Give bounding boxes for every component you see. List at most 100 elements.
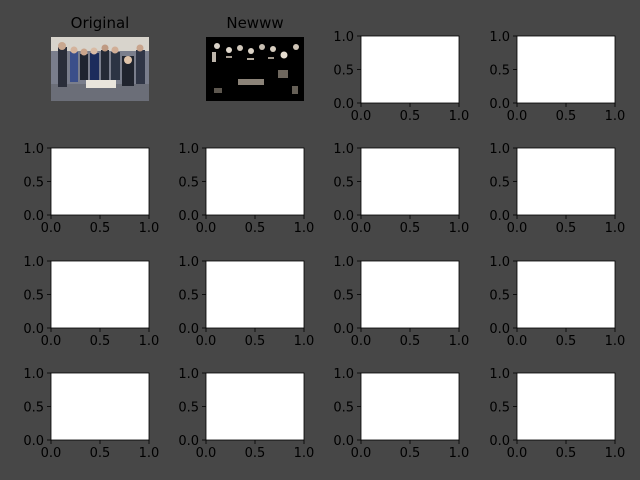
axes-frame — [50, 147, 150, 216]
x-tick-label: 1.0 — [139, 334, 160, 349]
x-tick-label: 0.5 — [400, 446, 421, 461]
y-tick-label: 0.5 — [178, 401, 199, 416]
axes-frame — [360, 372, 460, 441]
x-tick-label: 1.0 — [605, 221, 626, 236]
axes-panel-9: 0.0 0.5 1.0 0.0 0.5 1.0 — [23, 255, 159, 349]
y-tick-label: 0.5 — [333, 176, 354, 191]
y-tick-label: 0.0 — [178, 209, 199, 224]
y-tick-label: 0.5 — [489, 64, 510, 79]
y-tick-label: 0.5 — [489, 176, 510, 191]
x-tick-label: 0.0 — [41, 221, 62, 236]
axes-frame — [50, 260, 150, 329]
y-tick-label: 0.5 — [23, 401, 44, 416]
axes-frame — [205, 260, 305, 329]
x-tick-label: 1.0 — [139, 221, 160, 236]
axes-panel-6: 0.0 0.5 1.0 0.0 0.5 1.0 — [178, 142, 314, 236]
x-tick-label: 0.0 — [351, 334, 372, 349]
y-tick-label: 0.5 — [333, 289, 354, 304]
x-tick-label: 0.5 — [245, 446, 266, 461]
y-tick-label: 1.0 — [178, 367, 199, 382]
y-tick-label: 1.0 — [23, 367, 44, 382]
axes-panel-5: 0.0 0.5 1.0 0.0 0.5 1.0 — [23, 142, 159, 236]
axes-panel-13: 0.0 0.5 1.0 0.0 0.5 1.0 — [23, 367, 159, 461]
x-tick-label: 0.5 — [400, 109, 421, 124]
y-tick-label: 0.0 — [489, 434, 510, 449]
x-tick-label: 0.0 — [41, 446, 62, 461]
axes-frame — [360, 260, 460, 329]
axes-frame — [516, 147, 616, 216]
y-tick-label: 0.5 — [178, 176, 199, 191]
x-tick-label: 0.0 — [196, 334, 217, 349]
y-tick-label: 0.0 — [333, 209, 354, 224]
y-tick-label: 1.0 — [489, 367, 510, 382]
x-tick-label: 1.0 — [449, 221, 470, 236]
x-tick-label: 1.0 — [605, 446, 626, 461]
axes-frame — [360, 147, 460, 216]
x-tick-label: 0.0 — [196, 446, 217, 461]
y-tick-label: 0.0 — [178, 434, 199, 449]
y-tick-label: 1.0 — [333, 367, 354, 382]
y-tick-label: 0.5 — [23, 289, 44, 304]
x-tick-label: 0.5 — [556, 109, 577, 124]
x-tick-label: 1.0 — [449, 334, 470, 349]
x-tick-label: 0.0 — [351, 109, 372, 124]
y-tick-label: 0.5 — [489, 401, 510, 416]
x-tick-label: 1.0 — [605, 109, 626, 124]
axes-panel-11: 0.0 0.5 1.0 0.0 0.5 1.0 — [333, 255, 469, 349]
x-tick-label: 0.0 — [41, 334, 62, 349]
y-tick-label: 0.0 — [23, 322, 44, 337]
x-tick-label: 0.5 — [556, 221, 577, 236]
x-tick-label: 1.0 — [449, 109, 470, 124]
y-tick-label: 1.0 — [178, 142, 199, 157]
original-image — [51, 37, 149, 101]
x-tick-label: 1.0 — [605, 334, 626, 349]
y-tick-label: 0.0 — [489, 209, 510, 224]
y-tick-label: 0.0 — [489, 322, 510, 337]
axes-frame — [205, 372, 305, 441]
x-tick-label: 1.0 — [294, 334, 315, 349]
axes-panel-7: 0.0 0.5 1.0 0.0 0.5 1.0 — [333, 142, 469, 236]
axes-frame — [205, 147, 305, 216]
y-tick-label: 0.0 — [333, 434, 354, 449]
x-tick-label: 0.5 — [400, 334, 421, 349]
axes-panel-4: 0.0 0.5 1.0 0.0 0.5 1.0 — [489, 30, 625, 124]
axes-panel-16: 0.0 0.5 1.0 0.0 0.5 1.0 — [489, 367, 625, 461]
axes-frame — [516, 260, 616, 329]
x-tick-label: 0.5 — [400, 221, 421, 236]
axes-panel-12: 0.0 0.5 1.0 0.0 0.5 1.0 — [489, 255, 625, 349]
y-tick-label: 0.5 — [489, 289, 510, 304]
axes-frame — [516, 372, 616, 441]
y-tick-label: 0.0 — [23, 209, 44, 224]
x-tick-label: 0.0 — [351, 221, 372, 236]
y-tick-label: 0.5 — [333, 401, 354, 416]
x-tick-label: 0.5 — [90, 446, 111, 461]
x-tick-label: 0.0 — [507, 446, 528, 461]
x-tick-label: 0.0 — [507, 109, 528, 124]
newww-image — [206, 37, 304, 101]
y-tick-label: 1.0 — [23, 255, 44, 270]
y-tick-label: 0.5 — [23, 176, 44, 191]
axes-layer: 0.0 0.5 1.00.00.51.00.0 0.5 1.00.00.51.00.0 0… — [23, 30, 625, 461]
panel-newww-title: Newww — [226, 14, 283, 32]
panel-original: Original — [51, 14, 149, 101]
x-tick-label: 0.0 — [351, 446, 372, 461]
y-tick-label: 1.0 — [489, 142, 510, 157]
axes-panel-3: 0.0 0.5 1.0 0.0 0.5 1.0 — [333, 30, 469, 124]
y-tick-label: 1.0 — [333, 142, 354, 157]
axes-frame — [516, 35, 616, 104]
x-tick-label: 0.5 — [556, 446, 577, 461]
y-tick-label: 0.5 — [178, 289, 199, 304]
x-tick-label: 0.5 — [556, 334, 577, 349]
x-tick-label: 0.5 — [90, 334, 111, 349]
x-tick-label: 1.0 — [294, 221, 315, 236]
panel-newww: Newww — [206, 14, 304, 101]
y-tick-label: 1.0 — [178, 255, 199, 270]
y-tick-label: 1.0 — [23, 142, 44, 157]
x-tick-label: 1.0 — [294, 446, 315, 461]
x-tick-label: 0.5 — [245, 334, 266, 349]
y-tick-label: 1.0 — [333, 30, 354, 45]
y-tick-label: 0.0 — [489, 97, 510, 112]
x-tick-label: 0.0 — [507, 221, 528, 236]
x-tick-label: 1.0 — [139, 446, 160, 461]
